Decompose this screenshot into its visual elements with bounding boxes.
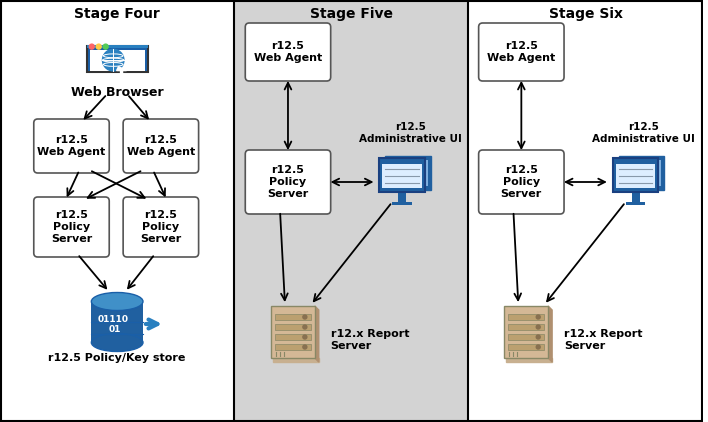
Bar bbox=[382, 165, 422, 187]
FancyBboxPatch shape bbox=[34, 197, 109, 257]
FancyBboxPatch shape bbox=[123, 197, 199, 257]
Circle shape bbox=[103, 49, 124, 71]
Text: r12.5
Administrative UI: r12.5 Administrative UI bbox=[359, 122, 462, 144]
Text: r12.x Report
Server: r12.x Report Server bbox=[331, 329, 409, 351]
Ellipse shape bbox=[91, 292, 143, 311]
Circle shape bbox=[103, 44, 108, 49]
Text: r12.5
Web Agent: r12.5 Web Agent bbox=[254, 41, 322, 63]
Polygon shape bbox=[315, 306, 319, 362]
Circle shape bbox=[536, 335, 540, 339]
Text: r12.5
Web Agent: r12.5 Web Agent bbox=[127, 135, 195, 157]
FancyBboxPatch shape bbox=[34, 119, 109, 173]
Bar bbox=[271, 306, 315, 358]
Text: r12.x Report
Server: r12.x Report Server bbox=[564, 329, 643, 351]
Circle shape bbox=[536, 325, 540, 329]
Text: Stage Six: Stage Six bbox=[549, 7, 623, 21]
Bar bbox=[275, 314, 311, 320]
Text: r12.5
Web Agent: r12.5 Web Agent bbox=[38, 135, 105, 157]
FancyBboxPatch shape bbox=[385, 157, 431, 189]
Polygon shape bbox=[506, 358, 552, 362]
Text: 01110: 01110 bbox=[98, 316, 129, 325]
Bar bbox=[392, 202, 412, 205]
Circle shape bbox=[89, 44, 94, 49]
Bar bbox=[616, 165, 656, 187]
FancyBboxPatch shape bbox=[612, 158, 658, 192]
Text: r12.5
Policy
Server: r12.5 Policy Server bbox=[51, 210, 92, 244]
Circle shape bbox=[303, 335, 307, 339]
FancyBboxPatch shape bbox=[619, 157, 664, 189]
Text: r12.5
Administrative UI: r12.5 Administrative UI bbox=[592, 122, 695, 144]
FancyBboxPatch shape bbox=[379, 158, 425, 192]
Ellipse shape bbox=[91, 333, 143, 352]
Bar bbox=[622, 160, 661, 186]
Text: r12.5
Policy
Server: r12.5 Policy Server bbox=[501, 165, 542, 200]
Bar bbox=[508, 324, 544, 330]
FancyBboxPatch shape bbox=[245, 23, 331, 81]
Bar bbox=[87, 45, 147, 49]
FancyBboxPatch shape bbox=[87, 46, 147, 72]
Bar bbox=[508, 344, 544, 350]
Text: Stage Four: Stage Four bbox=[74, 7, 160, 21]
FancyBboxPatch shape bbox=[479, 23, 564, 81]
Bar bbox=[275, 334, 311, 340]
Text: r12.5 Policy/Key store: r12.5 Policy/Key store bbox=[48, 353, 186, 363]
Polygon shape bbox=[548, 306, 552, 362]
Bar bbox=[632, 193, 639, 203]
Text: Web Browser: Web Browser bbox=[71, 86, 164, 98]
Bar bbox=[275, 344, 311, 350]
Circle shape bbox=[536, 345, 540, 349]
Polygon shape bbox=[273, 358, 319, 362]
Text: 01: 01 bbox=[109, 325, 121, 333]
Circle shape bbox=[96, 44, 101, 49]
Bar bbox=[398, 193, 406, 203]
Polygon shape bbox=[117, 67, 127, 76]
FancyBboxPatch shape bbox=[479, 150, 564, 214]
Text: r12.5
Policy
Server: r12.5 Policy Server bbox=[268, 165, 309, 200]
Bar bbox=[505, 306, 548, 358]
FancyBboxPatch shape bbox=[245, 150, 331, 214]
Text: r12.5
Web Agent: r12.5 Web Agent bbox=[487, 41, 556, 63]
Bar bbox=[388, 160, 428, 186]
Circle shape bbox=[303, 345, 307, 349]
Bar bbox=[275, 324, 311, 330]
FancyBboxPatch shape bbox=[123, 119, 199, 173]
Bar bbox=[91, 301, 143, 343]
Text: r12.5
Policy
Server: r12.5 Policy Server bbox=[140, 210, 181, 244]
Circle shape bbox=[303, 315, 307, 319]
Bar bbox=[508, 314, 544, 320]
Text: Stage Five: Stage Five bbox=[310, 7, 393, 21]
Circle shape bbox=[303, 325, 307, 329]
Bar bbox=[508, 334, 544, 340]
Bar bbox=[626, 202, 646, 205]
Circle shape bbox=[536, 315, 540, 319]
Bar bbox=[90, 50, 144, 71]
Bar bbox=[234, 1, 468, 421]
